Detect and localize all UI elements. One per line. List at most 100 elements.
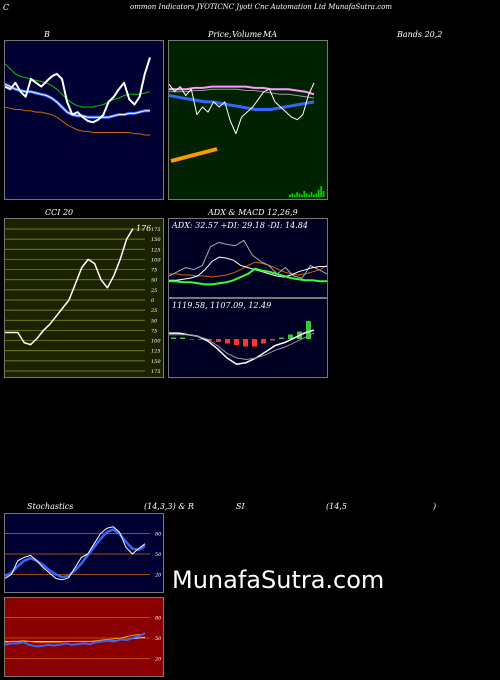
rsi-chart: 80 50 20: [5, 616, 162, 662]
macd-values: 1119.58, 1107.09, 12.49: [172, 301, 272, 310]
series-close: [5, 57, 151, 124]
series-rsi: [5, 632, 146, 648]
series-stoch-k: [5, 526, 146, 581]
cci-tick-label: 125: [151, 247, 161, 253]
series-cci: [5, 228, 134, 346]
cci-tick-label: 125: [151, 349, 161, 355]
macd-panel: 1119.58, 1107.09, 12.49: [168, 298, 328, 378]
macd-histogram-bar: [180, 337, 185, 339]
orange-bar: [170, 147, 218, 163]
macd-histogram-bar: [252, 339, 257, 347]
label-ma: MA: [263, 30, 277, 39]
macd-histogram-bar: [270, 339, 275, 341]
volume-bar: [296, 192, 298, 197]
cci-tick-label: 175: [151, 369, 161, 375]
label-volume: Volume: [232, 30, 262, 39]
macd-histogram-bar: [225, 339, 230, 344]
series-upper-band: [5, 63, 151, 108]
macd-histogram-bar: [216, 339, 221, 342]
cci-annotation: 176: [136, 224, 151, 233]
label-stoch-c: SI: [236, 502, 245, 511]
series-adx-grey: [169, 239, 327, 279]
volume-bar: [310, 192, 313, 197]
series-minus-di: [169, 256, 327, 281]
volume-bar: [293, 194, 296, 197]
adx-chart: [169, 239, 327, 286]
rsi-panel: 80 50 20: [4, 597, 164, 677]
macd-histogram-bar: [207, 339, 212, 341]
volume-bar: [308, 194, 310, 197]
series-plus-di: [169, 267, 327, 286]
volume-bar: [289, 194, 291, 197]
cci-tick-label: 50: [151, 278, 158, 284]
bollinger-chart: [5, 57, 151, 136]
bollinger-panel: [4, 40, 164, 200]
price-volume-ma-panel: [168, 40, 328, 200]
macd-histogram-bar: [198, 339, 203, 340]
rsi-tick-label: 20: [154, 656, 162, 662]
macd-histogram-bar: [234, 339, 239, 345]
series-lower-band: [5, 106, 150, 136]
volume-bar: [315, 193, 318, 197]
label-stoch-b: (14,3,3) & R: [144, 502, 194, 511]
adx-values: ADX: 32.57 +DI: 29.18 -DI: 14.84: [172, 221, 308, 230]
stoch-tick-label: 20: [154, 572, 162, 578]
rsi-tick-label: 50: [155, 636, 162, 642]
series-ma-blue: [169, 94, 315, 111]
macd-histogram-bar: [306, 321, 311, 339]
stoch-tick-label: 50: [155, 552, 162, 558]
header-c: C: [3, 3, 10, 12]
label-adx-macd: ADX & MACD 12,26,9: [208, 208, 298, 217]
label-price: Price,: [208, 30, 232, 39]
label-cci: CCI 20: [45, 208, 74, 217]
cci-tick-label: 100: [151, 339, 161, 345]
label-bands: Bands 20,2: [397, 30, 443, 39]
volume-bar: [301, 194, 303, 197]
macd-chart: [169, 321, 315, 365]
series-ma-pink: [169, 85, 315, 96]
price-volume-ma-chart: [169, 82, 325, 197]
volume-bar: [320, 186, 322, 197]
cci-panel: 175 150 125 100 75 50 25 0 25 50 75 100 125 150 175 176: [4, 218, 164, 378]
volume-bar: [298, 193, 301, 197]
cci-tick-label: 25: [150, 288, 157, 294]
macd-histogram-bar: [171, 337, 176, 339]
cci-tick-label: 25: [150, 308, 157, 314]
series-ma-grey: [169, 88, 315, 99]
page-title: ommon Indicators JYOTICNC Jyoti Cnc Auto…: [130, 3, 392, 11]
macd-histogram-bar: [288, 334, 293, 339]
stochastics-chart: 80 50 20: [5, 526, 162, 581]
cci-tick-label: 175: [151, 227, 161, 233]
volume-bar: [322, 191, 325, 197]
label-stoch-a: Stochastics: [27, 502, 74, 511]
volume-bar: [317, 189, 320, 197]
stochastics-panel: 80 50 20: [4, 513, 164, 593]
volume-bar: [291, 193, 294, 197]
cci-tick-label: 75: [151, 328, 157, 334]
cci-tick-label: 150: [151, 359, 161, 365]
series-signal: [169, 332, 315, 360]
series-rsi-ma: [5, 633, 146, 643]
series-stoch-d: [5, 528, 146, 579]
volume-bar: [303, 191, 306, 197]
macd-histogram-bar: [189, 339, 194, 340]
macd-histogram-bar: [243, 339, 248, 347]
label-b: B: [44, 30, 50, 39]
rsi-tick-label: 80: [155, 616, 162, 622]
volume-bar: [313, 194, 315, 197]
label-stoch-d: (14,5: [326, 502, 347, 511]
cci-tick-label: 100: [151, 257, 161, 263]
cci-tick-label: 0: [151, 298, 155, 304]
macd-histogram-bar: [261, 339, 266, 344]
cci-tick-label: 50: [151, 318, 158, 324]
macd-histogram-bar: [279, 337, 284, 339]
stoch-tick-label: 80: [155, 532, 162, 538]
watermark: MunafaSutra.com: [172, 566, 385, 594]
cci-tick-label: 75: [151, 268, 157, 274]
adx-panel: ADX: 32.57 +DI: 29.18 -DI: 14.84: [168, 218, 328, 298]
cci-tick-label: 150: [151, 237, 161, 243]
label-stoch-e: ): [433, 502, 437, 511]
series-price: [169, 82, 315, 135]
series-middle-band-core: [5, 83, 150, 118]
